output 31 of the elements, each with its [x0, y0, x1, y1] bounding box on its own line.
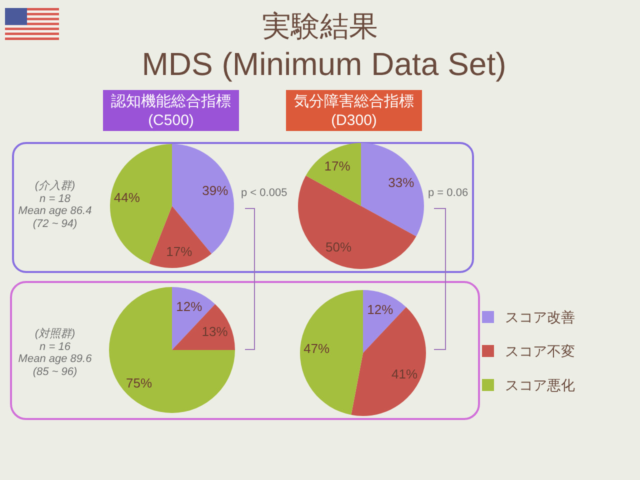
- legend-label: スコア不変: [505, 343, 575, 359]
- chart-title: 認知機能総合指標: [111, 93, 231, 110]
- text: p < 0.005: [241, 187, 288, 199]
- legend-label: スコア悪化: [505, 377, 575, 393]
- data-label: 17%: [166, 244, 193, 259]
- text: (対照群): [34, 328, 76, 340]
- text: (介入群): [34, 180, 76, 192]
- chart-subtitle: (D300): [331, 112, 377, 129]
- text: (85 ~ 96): [32, 366, 78, 378]
- text: 実験結果: [262, 11, 378, 43]
- data-label: 12%: [367, 302, 394, 318]
- data-label: 17%: [324, 158, 351, 174]
- data-label: 75%: [126, 375, 152, 390]
- legend-label: スコア改善: [505, 309, 575, 325]
- data-label: 41%: [392, 366, 418, 382]
- text: p = 0.06: [428, 187, 468, 199]
- data-label: 47%: [304, 341, 330, 356]
- data-label: 12%: [176, 299, 203, 314]
- data-label: 50%: [326, 239, 352, 254]
- text: Mean age 89.6: [18, 353, 92, 365]
- text: n = 16: [40, 340, 70, 352]
- data-label: 33%: [388, 174, 415, 190]
- data-label: 44%: [114, 190, 140, 205]
- text: n = 18: [40, 192, 70, 204]
- chart-subtitle: (C500): [148, 112, 194, 129]
- data-label: 13%: [202, 324, 228, 339]
- text: (72 ~ 94): [32, 218, 78, 230]
- data-label: 39%: [202, 182, 229, 198]
- chart-title: 気分障害総合指標: [294, 93, 414, 110]
- text: MDS (Minimum Data Set): [142, 46, 506, 82]
- text: Mean age 86.4: [18, 205, 92, 217]
